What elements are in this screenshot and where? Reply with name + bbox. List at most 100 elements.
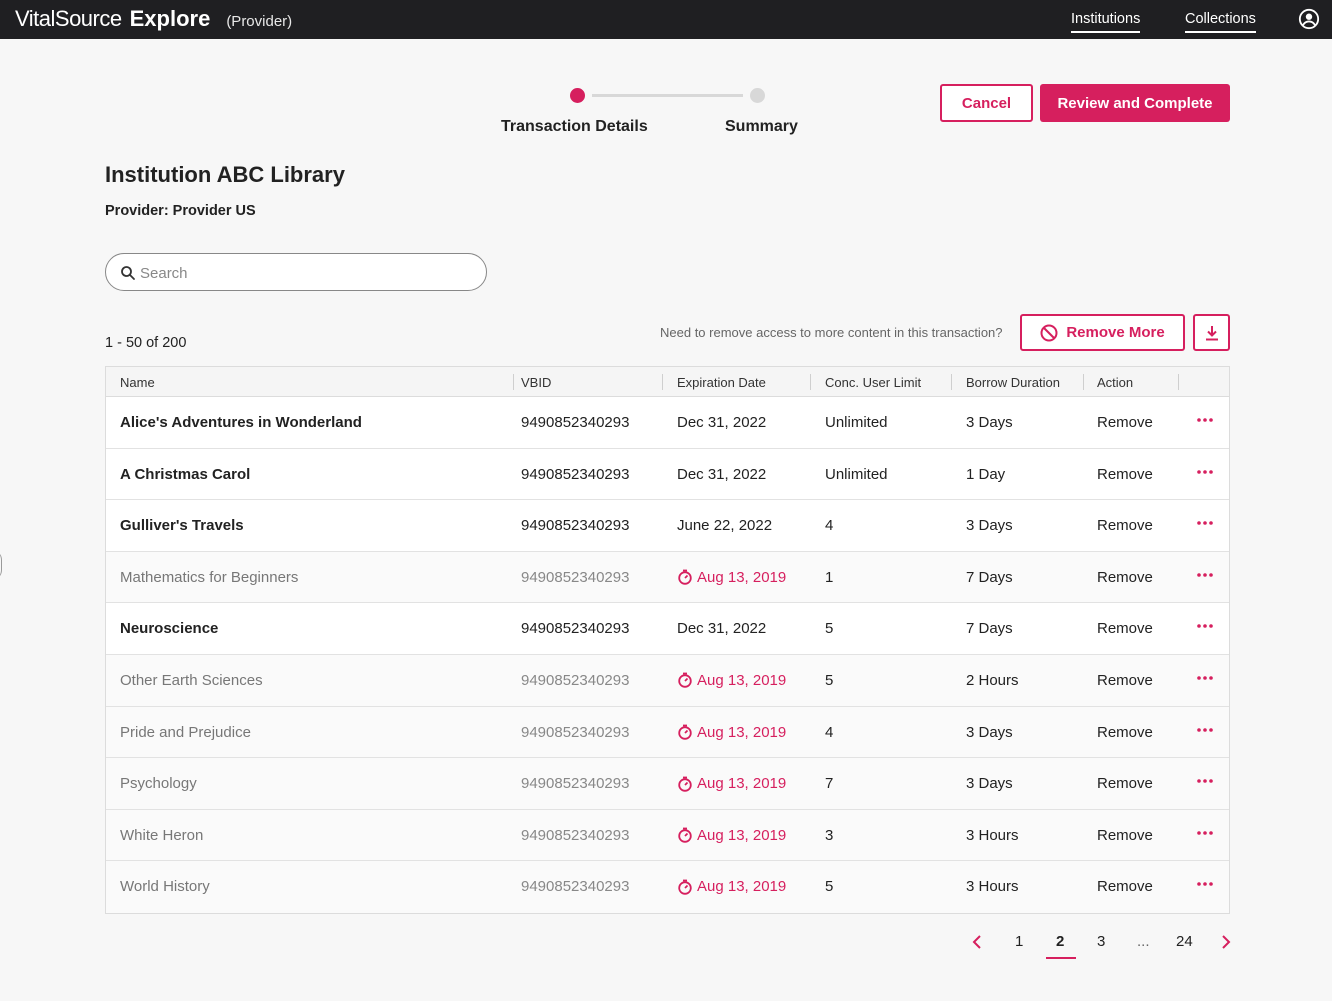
cell-expiration: Dec 31, 2022: [677, 620, 766, 637]
header-divider: [513, 374, 514, 390]
current-page-indicator: [1046, 957, 1076, 959]
table-row[interactable]: Alice's Adventures in Wonderland 94908523…: [106, 397, 1229, 449]
remove-action-link[interactable]: Remove: [1097, 620, 1153, 638]
page-3[interactable]: 3: [1097, 933, 1106, 950]
cell-borrow-duration: 7 Days: [966, 620, 1013, 638]
brand-vitalsource: VitalSource: [15, 6, 122, 31]
table-row[interactable]: Pride and Prejudice 9490852340293 Aug 13, …: [106, 706, 1229, 759]
table-row[interactable]: Other Earth Sciences 9490852340293 Aug 13,…: [106, 654, 1229, 707]
cell-borrow-duration: 3 Hours: [966, 878, 1019, 896]
cell-borrow-duration: 2 Hours: [966, 671, 1019, 689]
search-icon: [121, 266, 135, 280]
page-24[interactable]: 24: [1176, 933, 1193, 950]
more-options-icon[interactable]: [1196, 618, 1214, 634]
remove-action-link[interactable]: Remove: [1097, 723, 1153, 741]
cell-borrow-duration: 3 Days: [966, 723, 1013, 741]
header-action: Action: [1097, 375, 1134, 390]
chevron-right-icon[interactable]: [1219, 934, 1233, 950]
cell-vbid: 9490852340293: [521, 620, 630, 638]
chevron-left-icon[interactable]: [970, 934, 984, 950]
more-options-icon[interactable]: [1196, 722, 1214, 738]
remove-action-link[interactable]: Remove: [1097, 414, 1153, 431]
user-circle-icon[interactable]: [1298, 8, 1320, 30]
timer-icon: [678, 879, 692, 895]
cell-name: Gulliver's Travels: [120, 517, 244, 535]
cell-expiration-text: Dec 31, 2022: [677, 465, 767, 483]
timer-icon: [678, 569, 692, 585]
page-title: Institution ABC Library: [105, 162, 345, 187]
remove-more-button[interactable]: Remove More: [1020, 314, 1185, 351]
cell-borrow-duration: 7 Days: [966, 568, 1013, 586]
header-vbid[interactable]: VBID: [521, 375, 552, 390]
more-options-icon[interactable]: [1196, 773, 1214, 789]
page-2-current[interactable]: 2: [1056, 933, 1065, 950]
page-ellipsis: ...: [1137, 933, 1150, 950]
timer-icon: [678, 673, 692, 689]
table-row[interactable]: Gulliver's Travels 9490852340293 June 22, …: [106, 500, 1229, 552]
table-row[interactable]: White Heron 9490852340293 Aug 13, 2019 3 3 H…: [106, 809, 1229, 862]
cell-expiration: Aug 13, 2019: [677, 775, 786, 792]
brand-logo[interactable]: VitalSource Explore (Provider): [15, 6, 292, 32]
header-name[interactable]: Name: [120, 375, 155, 390]
cell-name: Other Earth Sciences: [120, 671, 263, 689]
step-transaction-details: Transaction Details: [501, 118, 648, 135]
table-row[interactable]: Psychology 9490852340293 Aug 13, 2019 7 3 Da…: [106, 758, 1229, 810]
cell-conc-user-limit: 1: [825, 568, 834, 586]
more-options-icon[interactable]: [1196, 670, 1214, 686]
cell-borrow-duration: 3 Hours: [966, 826, 1019, 844]
remove-action-link[interactable]: Remove: [1097, 878, 1153, 896]
table-row[interactable]: Neuroscience 9490852340293 Dec 31, 2022 5 7 …: [106, 603, 1229, 655]
step-dot-active: [570, 88, 585, 103]
more-options-icon[interactable]: [1196, 412, 1214, 428]
more-options-icon[interactable]: [1196, 825, 1214, 841]
nav-collections[interactable]: Collections: [1185, 11, 1256, 33]
remove-action-link[interactable]: Remove: [1097, 465, 1153, 483]
table-row[interactable]: Mathematics for Beginners 9490852340293 Au…: [106, 551, 1229, 604]
cell-conc-user-limit: Unlimited: [825, 414, 888, 431]
cell-name: White Heron: [120, 826, 204, 844]
cell-expiration: Dec 31, 2022: [677, 466, 766, 483]
search-input[interactable]: [140, 262, 470, 284]
remove-action-link[interactable]: Remove: [1097, 826, 1153, 844]
table-row[interactable]: A Christmas Carol 9490852340293 Dec 31, 20…: [106, 449, 1229, 501]
header-divider: [1178, 374, 1179, 390]
more-options-icon[interactable]: [1196, 876, 1214, 892]
cell-conc-user-limit: 4: [825, 517, 834, 535]
review-and-complete-button[interactable]: Review and Complete: [1040, 84, 1230, 122]
brand-explore: Explore: [129, 6, 211, 31]
header-conc-user-limit[interactable]: Conc. User Limit: [825, 375, 922, 390]
cancel-button[interactable]: Cancel: [940, 84, 1033, 122]
cell-borrow-duration: 1 Day: [966, 465, 1006, 483]
cell-expiration-text: Dec 31, 2022: [677, 620, 767, 638]
cell-expiration: Aug 13, 2019: [677, 878, 786, 895]
cell-expiration: Dec 31, 2022: [677, 414, 766, 431]
header-expiration[interactable]: Expiration Date: [677, 375, 766, 390]
remove-action-link[interactable]: Remove: [1097, 671, 1153, 689]
cell-conc-user-limit: 5: [825, 878, 834, 896]
remove-action-link[interactable]: Remove: [1097, 775, 1153, 793]
remove-more-label: Remove More: [1066, 324, 1165, 341]
cell-conc-user-limit: 3: [825, 826, 834, 844]
provider-label: Provider: Provider US: [105, 203, 256, 219]
more-options-icon[interactable]: [1196, 464, 1214, 480]
edge-handle: [0, 550, 2, 580]
cell-name: Psychology: [120, 775, 197, 793]
cell-name: Pride and Prejudice: [120, 723, 251, 741]
cell-expiration-text: Aug 13, 2019: [697, 723, 787, 741]
header-divider: [951, 374, 952, 390]
cell-conc-user-limit: 5: [825, 620, 834, 638]
nav-institutions[interactable]: Institutions: [1071, 11, 1141, 33]
table-row[interactable]: World History 9490852340293 Aug 13, 2019 5 3…: [106, 861, 1229, 913]
header-borrow-duration[interactable]: Borrow Duration: [966, 375, 1060, 390]
remove-action-link[interactable]: Remove: [1097, 517, 1153, 535]
more-options-icon[interactable]: [1196, 515, 1214, 531]
remove-action-link[interactable]: Remove: [1097, 568, 1153, 586]
cell-vbid: 9490852340293: [521, 775, 630, 793]
search-box[interactable]: [105, 253, 487, 291]
page-1[interactable]: 1: [1015, 933, 1024, 950]
cell-vbid: 9490852340293: [521, 723, 630, 741]
header-divider: [810, 374, 811, 390]
more-options-icon[interactable]: [1196, 567, 1214, 583]
download-button[interactable]: [1193, 314, 1230, 351]
table-body: Alice's Adventures in Wonderland 94908523…: [106, 397, 1229, 913]
